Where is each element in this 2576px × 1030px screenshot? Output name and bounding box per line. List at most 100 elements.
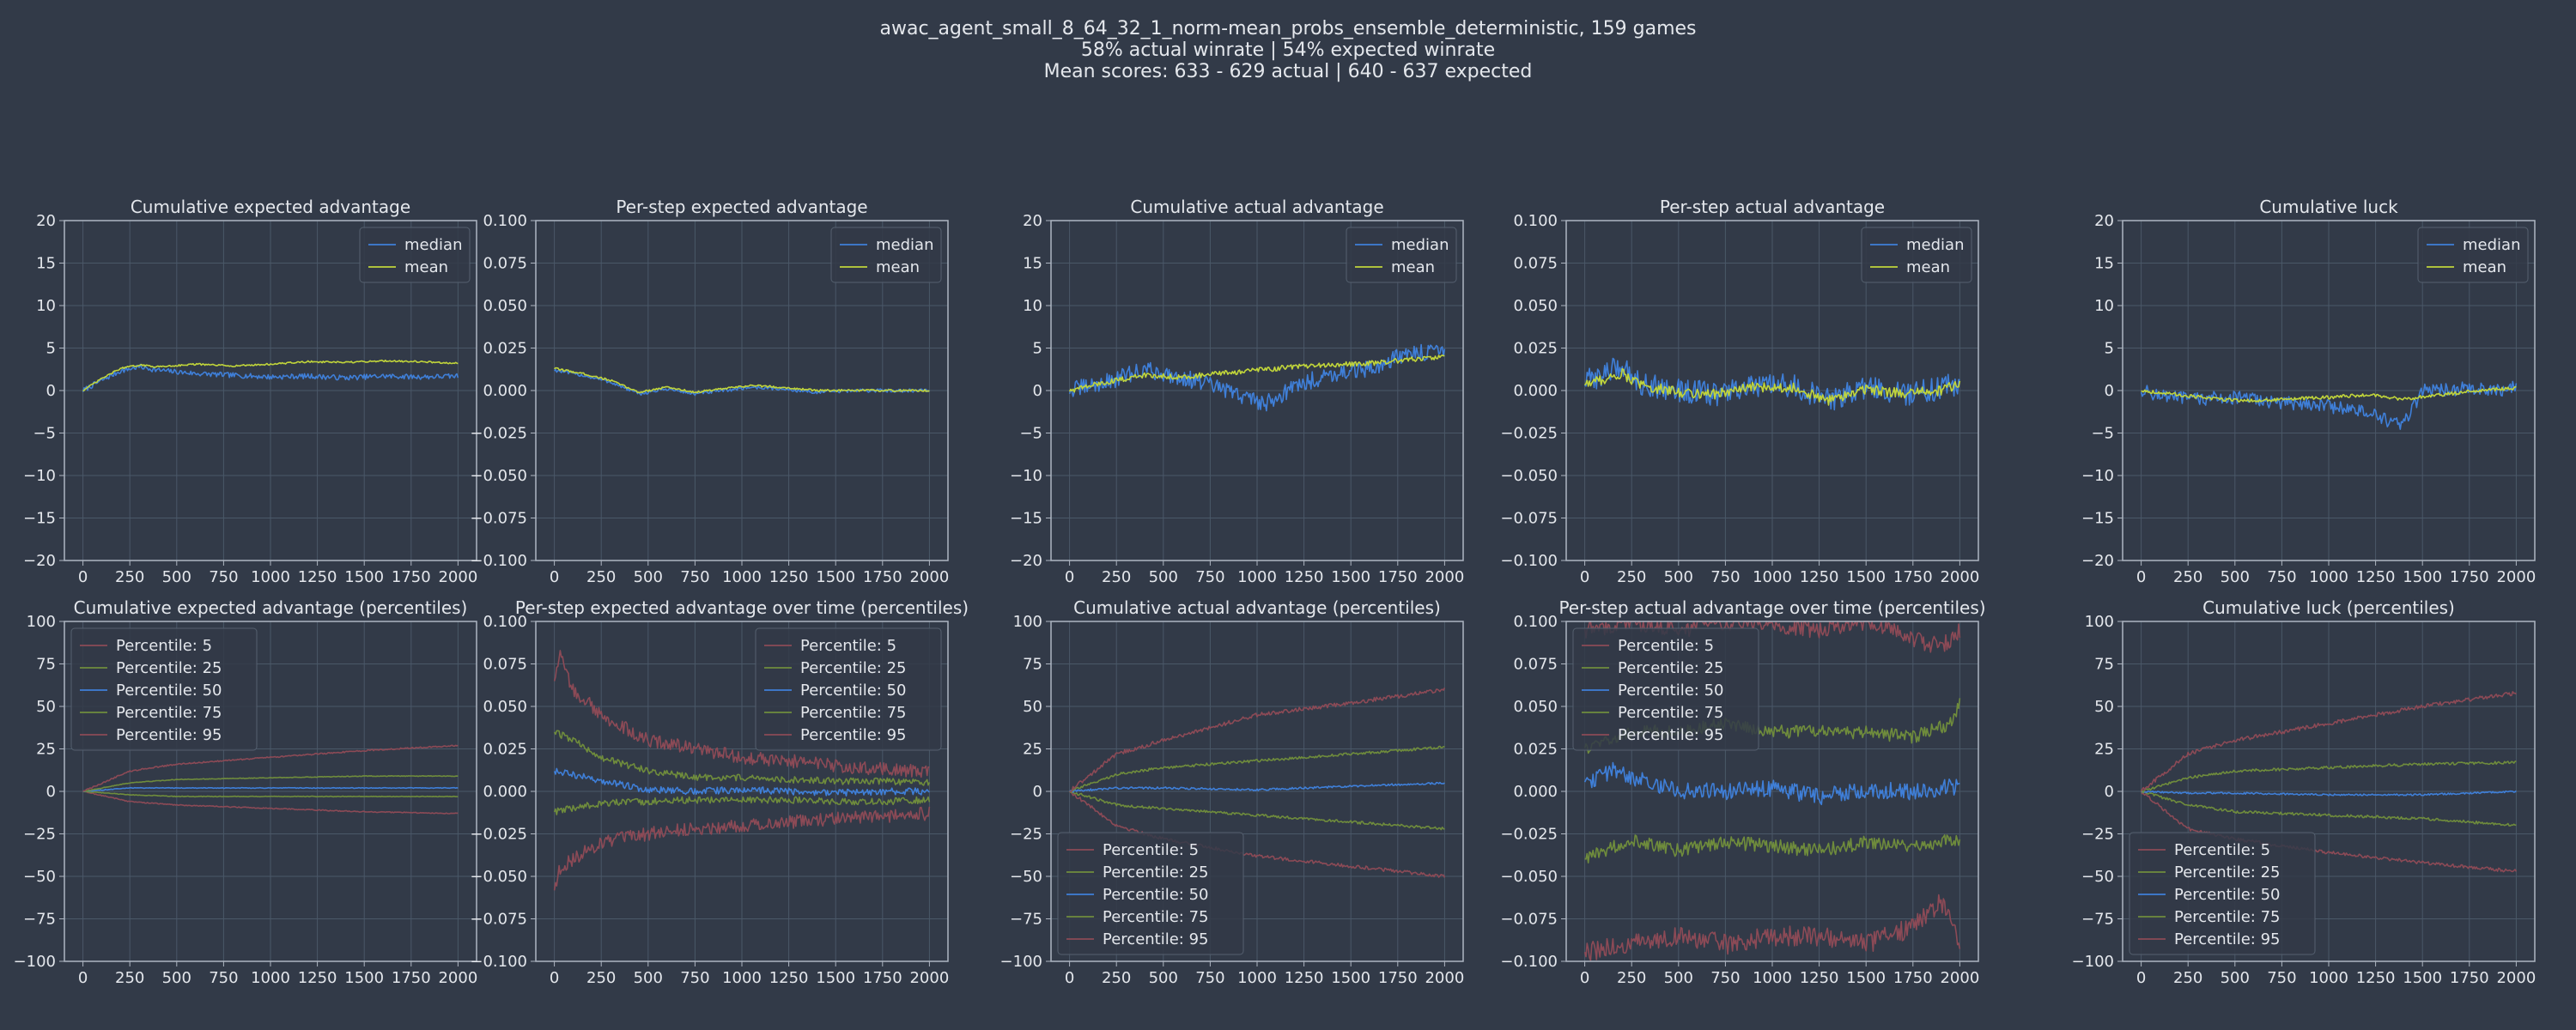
x-tick-label: 500 xyxy=(634,969,663,987)
legend-label: median xyxy=(1391,236,1449,254)
y-tick-label: 5 xyxy=(1033,340,1042,358)
legend: Percentile: 5 Percentile: 25 Percentile: 5… xyxy=(755,627,942,751)
y-tick-label: −0.075 xyxy=(470,510,527,528)
y-tick-label: −100 xyxy=(14,953,56,971)
y-tick-label: −25 xyxy=(2081,826,2114,844)
y-tick-label: −50 xyxy=(1010,868,1042,886)
x-tick-label: 0 xyxy=(550,969,559,987)
series-line-1 xyxy=(554,368,930,397)
y-tick-label: −0.025 xyxy=(470,425,527,443)
subplot-9: 0 250 500 750 1000 1250 1500 1750 2000 0.100 0.075… xyxy=(1500,597,1985,987)
legend-box xyxy=(755,627,942,751)
y-tick-label: −0.025 xyxy=(470,826,527,844)
x-tick-label: 250 xyxy=(115,969,144,987)
x-tick-label: 1250 xyxy=(769,568,809,586)
y-tick-label: 25 xyxy=(36,741,56,759)
y-tick-label: −75 xyxy=(1010,911,1042,929)
series-line-1 xyxy=(553,806,931,891)
series-line-4 xyxy=(1069,745,1445,793)
y-tick-label: 15 xyxy=(2094,255,2114,273)
y-tick-label: 0.025 xyxy=(1513,340,1558,358)
x-tick-label: 500 xyxy=(162,969,191,987)
x-tick-label: 1250 xyxy=(1285,568,1324,586)
y-tick-label: 0.100 xyxy=(483,212,527,230)
x-tick-label: 1250 xyxy=(1285,969,1324,987)
x-tick-label: 1750 xyxy=(392,568,431,586)
y-tick-label: −75 xyxy=(2081,911,2114,929)
y-tick-label: 0.000 xyxy=(483,783,527,801)
y-tick-label: 50 xyxy=(1023,698,1042,716)
series-line-5 xyxy=(82,744,459,792)
subplot-grid: 0 250 500 750 1000 1250 1500 1750 200020151050−5… xyxy=(14,197,2537,987)
series-line-4 xyxy=(2141,760,2517,793)
x-tick-label: 1250 xyxy=(2356,969,2396,987)
x-tick-label: 250 xyxy=(115,568,144,586)
x-tick-label: 500 xyxy=(1664,969,1693,987)
x-tick-label: 1750 xyxy=(863,568,902,586)
x-tick-label: 1250 xyxy=(769,969,809,987)
y-tick-label: −15 xyxy=(2081,510,2114,528)
subplot-title: Cumulative actual advantage (percentiles… xyxy=(1073,597,1441,618)
y-tick-label: −20 xyxy=(1010,552,1042,570)
y-tick-label: −100 xyxy=(1000,953,1042,971)
x-tick-label: 1500 xyxy=(1846,969,1886,987)
y-tick-label: 75 xyxy=(2094,656,2114,674)
series-line-1 xyxy=(1584,357,1960,411)
legend-label: Percentile: 50 xyxy=(1618,682,1724,700)
y-tick-label: 0.025 xyxy=(483,340,527,358)
series-line-2 xyxy=(82,791,459,798)
figure-title-line-3: Mean scores: 633 - 629 actual | 640 - 63… xyxy=(1044,61,1533,82)
series-line-2 xyxy=(2141,791,2517,827)
legend: median mean xyxy=(830,227,942,283)
series-line-2 xyxy=(1069,790,1445,831)
series-line-5 xyxy=(1583,621,1961,653)
legend-label: Percentile: 5 xyxy=(1618,637,1714,655)
series-line-1 xyxy=(2140,380,2518,430)
x-tick-label: 1000 xyxy=(251,568,290,586)
y-tick-label: 0 xyxy=(1033,783,1042,801)
x-tick-label: 1500 xyxy=(344,969,384,987)
y-tick-label: 25 xyxy=(1023,741,1042,759)
x-tick-label: 500 xyxy=(1149,568,1178,586)
y-tick-label: 10 xyxy=(1023,297,1042,315)
x-tick-label: 1500 xyxy=(344,568,384,586)
legend-label: Percentile: 95 xyxy=(800,726,907,744)
x-tick-label: 0 xyxy=(1580,969,1589,987)
x-tick-label: 1000 xyxy=(1237,969,1277,987)
legend-box xyxy=(1572,627,1759,751)
y-tick-label: 15 xyxy=(1023,255,1042,273)
y-tick-label: −20 xyxy=(2081,552,2114,570)
x-tick-label: 500 xyxy=(1149,969,1178,987)
y-tick-label: −10 xyxy=(1010,467,1042,485)
y-tick-label: −0.025 xyxy=(1500,826,1558,844)
x-tick-label: 2000 xyxy=(1940,969,1979,987)
x-tick-label: 2000 xyxy=(1425,969,1464,987)
legend: median mean xyxy=(1346,227,1457,283)
x-tick-label: 1000 xyxy=(722,969,762,987)
y-tick-label: 50 xyxy=(2094,698,2114,716)
legend-box xyxy=(70,627,258,751)
subplot-10: 0 250 500 750 1000 1250 1500 1750 20001007550250… xyxy=(2072,597,2537,987)
y-tick-label: −0.100 xyxy=(1500,953,1558,971)
series-line-3 xyxy=(2141,790,2517,797)
y-tick-label: 10 xyxy=(2094,297,2114,315)
legend-label: Percentile: 50 xyxy=(2174,886,2281,904)
figure-title-line-1: awac_agent_small_8_64_32_1_norm-mean_pro… xyxy=(880,18,1697,39)
y-tick-label: −15 xyxy=(23,510,56,528)
x-tick-label: 1750 xyxy=(2450,568,2489,586)
series-line-3 xyxy=(1583,761,1960,806)
x-tick-label: 750 xyxy=(209,969,238,987)
legend-label: Percentile: 95 xyxy=(116,726,222,744)
subplot-title: Cumulative expected advantage xyxy=(131,197,410,217)
legend-label: Percentile: 25 xyxy=(800,659,907,677)
legend: Percentile: 5 Percentile: 25 Percentile: 5… xyxy=(2129,832,2316,955)
y-tick-label: 0 xyxy=(2105,382,2114,400)
y-tick-label: 0.075 xyxy=(483,656,527,674)
series-line-3 xyxy=(1069,781,1445,793)
legend-label: mean xyxy=(2463,258,2506,276)
subplot-title: Per-step actual advantage over time (per… xyxy=(1558,597,1985,618)
legend-label: Percentile: 5 xyxy=(800,637,896,655)
series-line-5 xyxy=(553,650,930,779)
y-tick-label: −0.025 xyxy=(1500,425,1558,443)
series-line-3 xyxy=(82,786,459,792)
